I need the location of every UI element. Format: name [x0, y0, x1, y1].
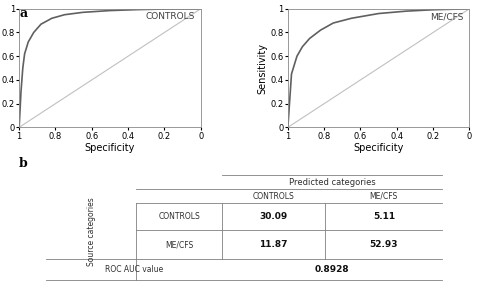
Text: Source categories: Source categories: [87, 197, 96, 265]
Text: ME/CFS: ME/CFS: [431, 12, 464, 21]
Text: 30.09: 30.09: [260, 212, 288, 221]
Text: ME/CFS: ME/CFS: [165, 240, 193, 249]
Text: 52.93: 52.93: [370, 240, 398, 249]
Text: b: b: [19, 157, 28, 170]
Text: CONTROLS: CONTROLS: [158, 212, 200, 221]
Text: 11.87: 11.87: [259, 240, 288, 249]
Text: 5.11: 5.11: [373, 212, 395, 221]
Text: CONTROLS: CONTROLS: [253, 192, 295, 201]
Text: CONTROLS: CONTROLS: [146, 12, 195, 21]
X-axis label: Specificity: Specificity: [354, 143, 404, 153]
Text: a: a: [19, 7, 27, 20]
Y-axis label: Sensitivity: Sensitivity: [258, 42, 268, 93]
Text: 0.8928: 0.8928: [315, 265, 349, 274]
Text: ME/CFS: ME/CFS: [370, 192, 398, 201]
X-axis label: Specificity: Specificity: [85, 143, 135, 153]
Text: ROC AUC value: ROC AUC value: [105, 265, 163, 274]
Text: Predicted categories: Predicted categories: [289, 178, 376, 187]
